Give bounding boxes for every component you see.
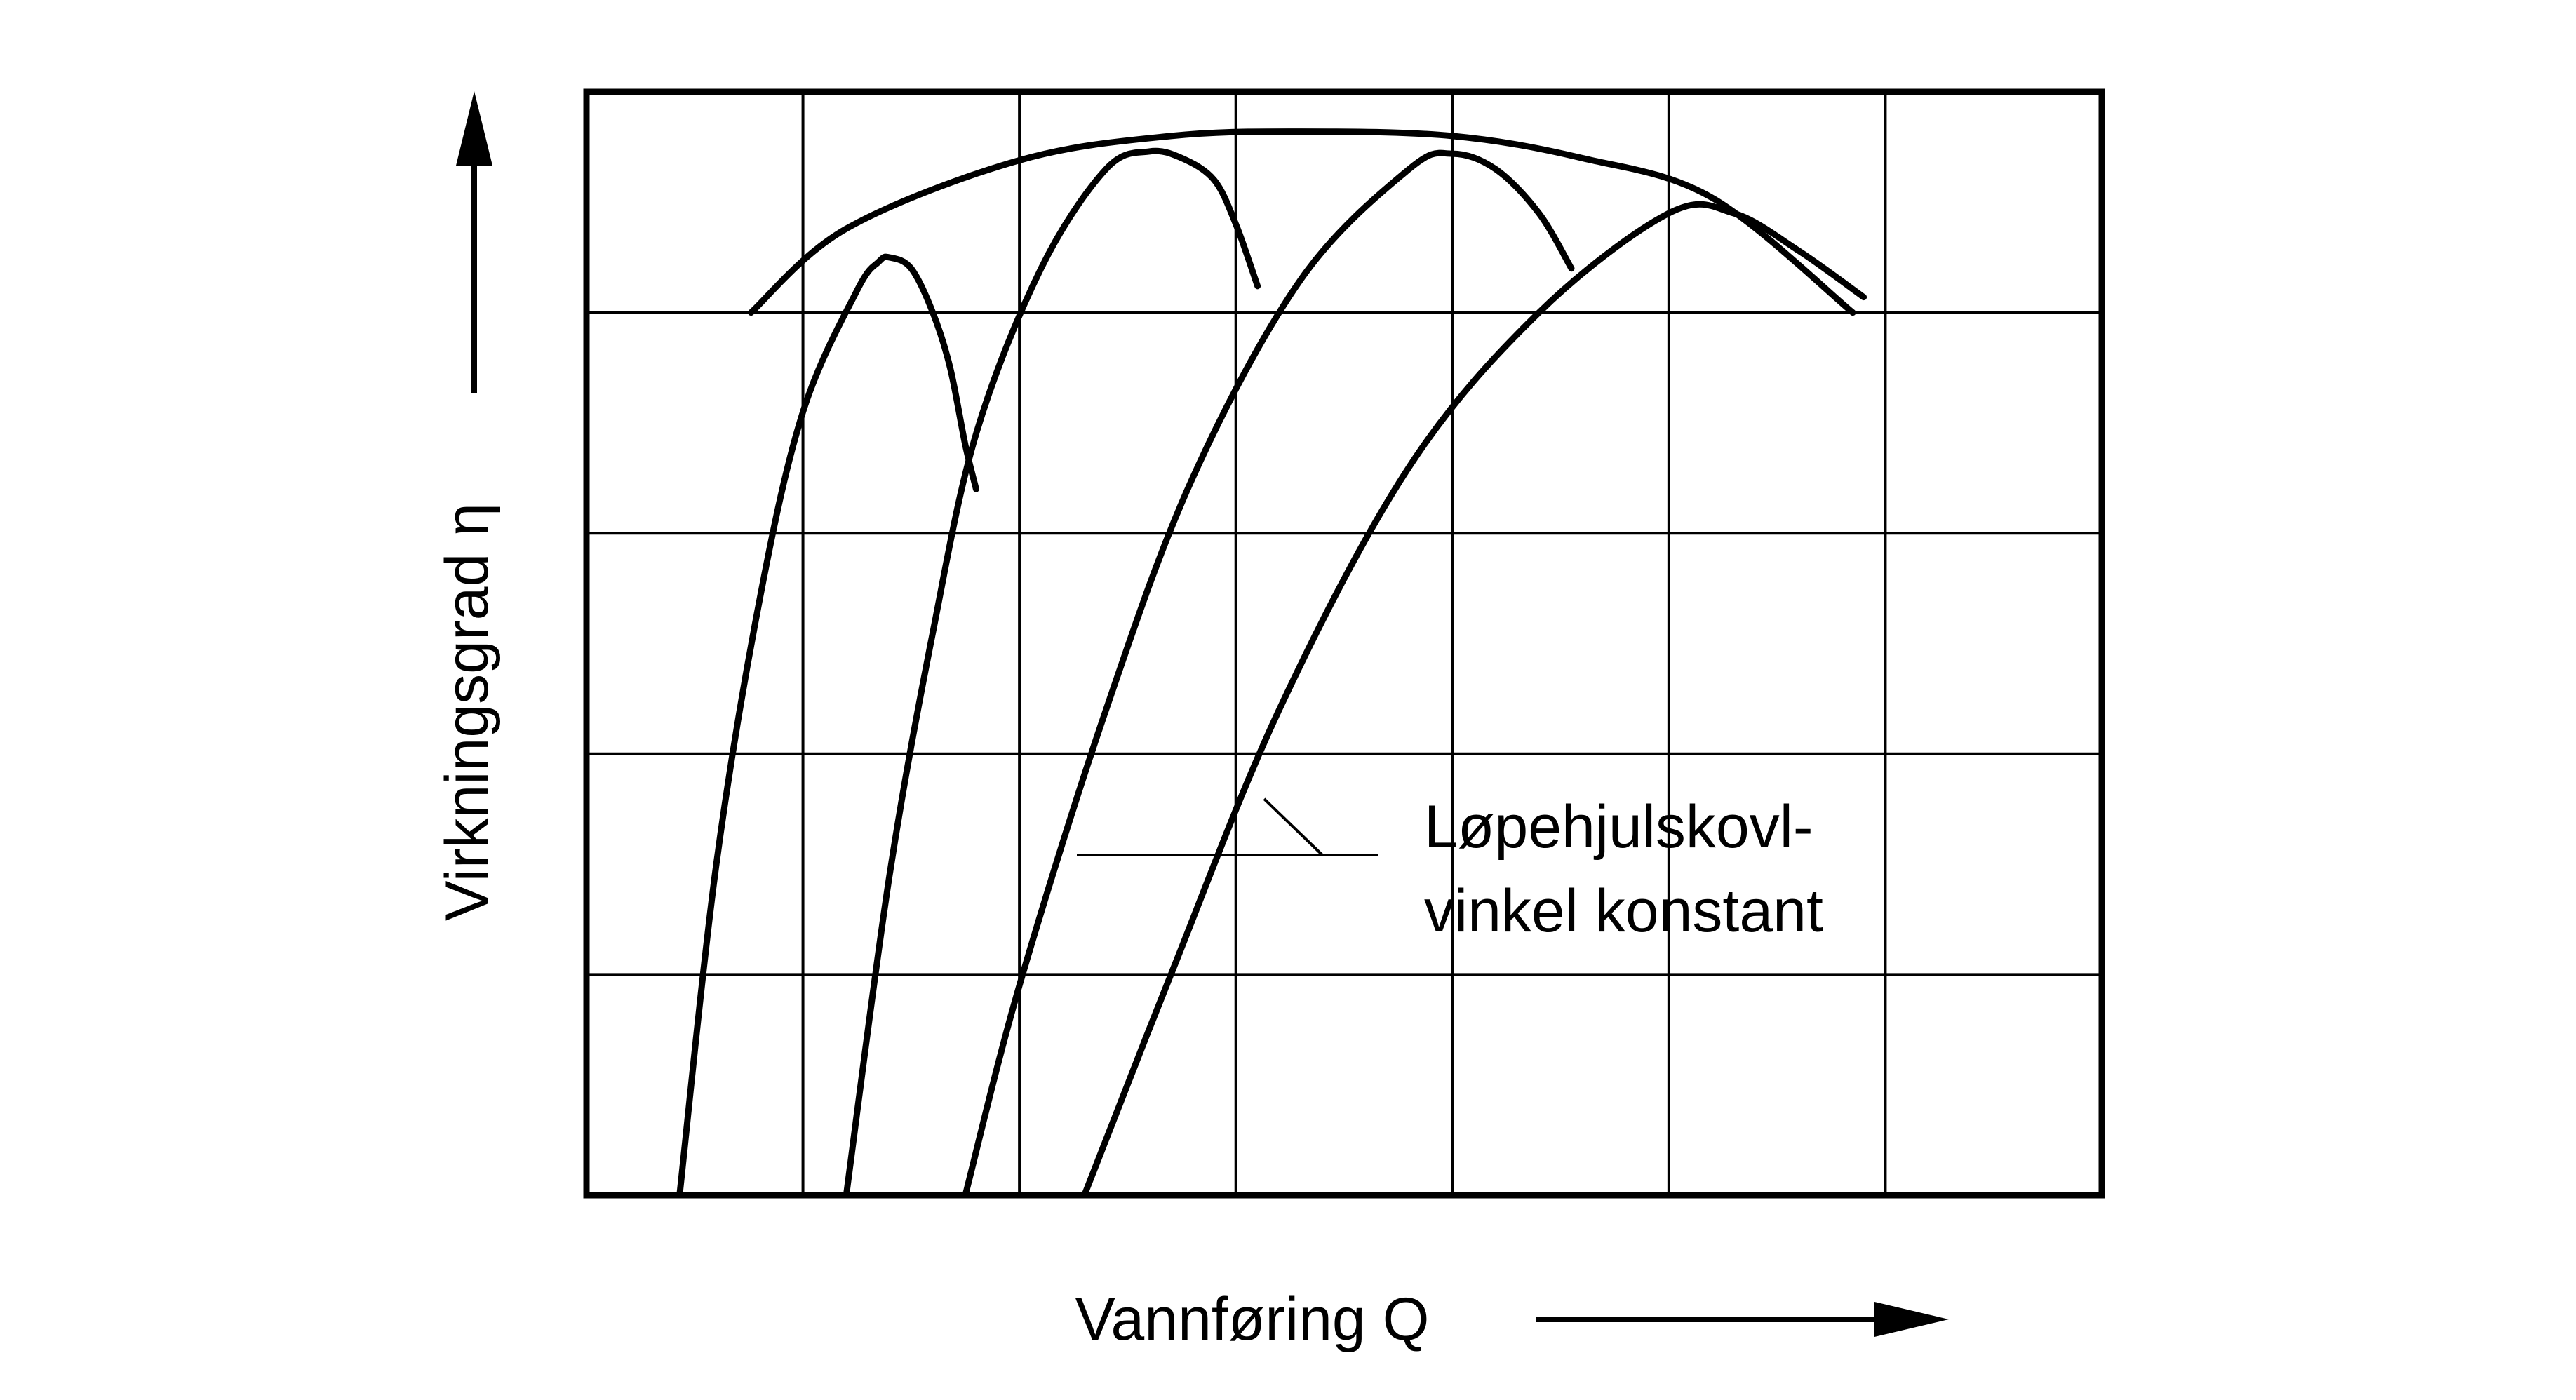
annotation-leader-diagonal <box>1263 797 1324 856</box>
efficiency-curve-3 <box>962 149 1575 1199</box>
efficiency-curve-2 <box>843 147 1261 1199</box>
x-axis-arrowhead <box>1874 1302 1949 1337</box>
grid-lines <box>586 92 2102 1195</box>
y-axis-arrowhead <box>456 91 492 166</box>
plot-frame <box>583 88 2105 1199</box>
efficiency-curve-4 <box>1081 201 1867 1199</box>
annotation-line-2: vinkel konstant <box>1424 877 1823 945</box>
y-axis-label: Virkningsgrad η <box>434 503 501 921</box>
annotation-line-1: Løpehjulskovl- <box>1424 793 1813 861</box>
x-axis-label: Vannføring Q <box>1075 1286 1429 1353</box>
envelope-curve <box>748 128 1856 316</box>
efficiency-curve-1 <box>676 253 979 1199</box>
curve-group <box>676 128 1867 1199</box>
